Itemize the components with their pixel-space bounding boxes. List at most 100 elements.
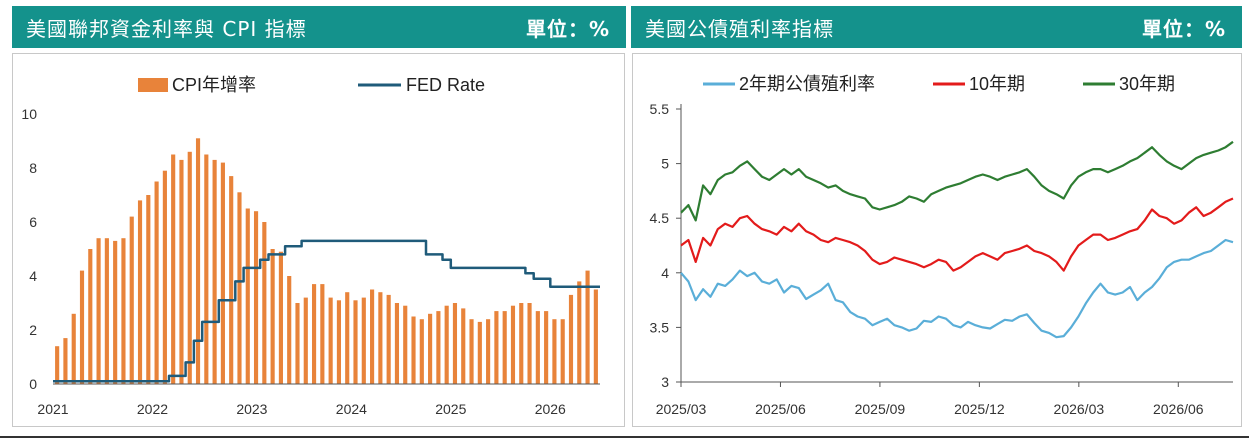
cpi-bar	[502, 311, 507, 384]
cpi-bar	[370, 289, 375, 384]
cpi-bar	[253, 211, 259, 384]
cpi-bar	[237, 192, 242, 384]
cpi-bar	[88, 249, 93, 384]
bottom-rule	[0, 436, 1249, 438]
x-tick-label: 2025/03	[656, 401, 707, 417]
cpi-bar	[428, 313, 433, 384]
cpi-bar	[212, 159, 217, 384]
cpi-bar	[154, 181, 159, 384]
x-tick-label: 2024	[336, 401, 367, 417]
y-tick-label: 3.5	[650, 319, 670, 335]
cpi-bar	[469, 319, 474, 384]
cpi-bar	[577, 281, 582, 384]
left-panel-header: 美國聯邦資金利率與 CPI 指標 單位：%	[12, 6, 626, 48]
series-line-2y	[680, 238, 1234, 339]
cpi-bar	[287, 276, 292, 384]
cpi-bar	[204, 154, 209, 384]
x-tick-label: 2026/03	[1054, 401, 1105, 417]
y-tick-label: 2	[29, 322, 37, 338]
cpi-bar	[129, 216, 134, 384]
cpi-bar	[419, 319, 424, 384]
cpi-bar	[162, 170, 167, 384]
cpi-bar	[486, 319, 491, 384]
series-line-10y	[680, 197, 1234, 272]
x-tick-label: 2025	[435, 401, 466, 417]
right-panel-title: 美國公債殖利率指標	[645, 16, 834, 41]
cpi-bar	[477, 321, 482, 384]
cpi-bar	[386, 294, 391, 384]
y-tick-label: 5.5	[650, 101, 670, 117]
cpi-bar	[104, 238, 109, 384]
cpi-bar	[303, 297, 308, 384]
legend-fed-label: FED Rate	[406, 75, 485, 95]
cpi-bar	[187, 151, 192, 384]
y-tick-label: 3	[661, 374, 669, 390]
cpi-bar	[403, 305, 408, 384]
y-tick-label: 5	[661, 156, 669, 172]
cpi-bar	[444, 305, 449, 384]
treasury-yield-chart: 2年期公債殖利率 10年期 30年期 3 3.5 4 4.5 5 5.5 2025/03 2025/…	[650, 73, 1234, 417]
cpi-bar	[552, 319, 557, 384]
y-tick-label: 6	[29, 214, 37, 230]
x-tick-label: 2025/09	[855, 401, 906, 417]
cpi-bar	[179, 159, 184, 384]
cpi-bar	[411, 316, 416, 384]
cpi-bar	[55, 346, 60, 384]
legend-30y-label: 30年期	[1119, 74, 1175, 94]
legend-cpi-swatch	[138, 78, 168, 92]
cpi-bar	[544, 311, 549, 384]
left-panel-title: 美國聯邦資金利率與 CPI 指標	[26, 16, 307, 41]
y-tick-label: 4.5	[650, 210, 670, 226]
left-panel-unit: 單位：%	[525, 16, 610, 41]
cpi-bar	[137, 200, 143, 384]
cpi-bar	[63, 338, 68, 384]
x-tick-label: 2022	[137, 401, 168, 417]
x-tick-label: 2025/06	[755, 401, 806, 417]
right-panel-header: 美國公債殖利率指標 單位：%	[631, 6, 1242, 48]
cpi-bar	[461, 308, 466, 384]
cpi-bar	[262, 222, 267, 384]
cpi-bar	[245, 208, 250, 384]
cpi-bar	[394, 303, 400, 384]
treasury-yield-chart-panel: 2年期公債殖利率 10年期 30年期 3 3.5 4 4.5 5 5.5 2025/03 2025/…	[632, 53, 1242, 427]
legend-2y-label: 2年期公債殖利率	[739, 73, 875, 94]
cpi-bar	[220, 162, 225, 384]
cpi-bar	[79, 270, 85, 384]
cpi-bar	[121, 238, 126, 384]
cpi-bar	[494, 311, 499, 384]
cpi-bar	[96, 238, 101, 384]
cpi-bar	[171, 154, 176, 384]
x-tick-label: 2023	[236, 401, 267, 417]
cpi-bar	[510, 305, 516, 384]
cpi-bar	[527, 303, 532, 384]
cpi-fed-chart-panel: CPI年增率 FED Rate 0 2 4 6 8 10 2021 2022 2023 2024 202…	[12, 53, 625, 427]
x-tick-label: 2025/12	[954, 401, 1005, 417]
cpi-bar	[568, 294, 574, 384]
legend-10y-label: 10年期	[969, 74, 1025, 94]
cpi-bar	[278, 251, 283, 384]
cpi-bar	[436, 311, 441, 384]
cpi-bar	[328, 297, 333, 384]
y-tick-label: 8	[29, 160, 37, 176]
cpi-bar	[593, 289, 598, 384]
cpi-bar	[353, 300, 358, 384]
cpi-bar	[195, 138, 201, 384]
cpi-bar	[345, 292, 350, 384]
series-line-30y	[680, 140, 1234, 222]
cpi-bar	[270, 249, 275, 384]
fed-rate-line	[53, 239, 600, 383]
cpi-bar	[519, 303, 524, 384]
cpi-bar	[295, 303, 300, 384]
legend-cpi-label: CPI年增率	[172, 75, 256, 95]
x-tick-label: 2021	[37, 401, 68, 417]
cpi-bar	[560, 319, 565, 384]
cpi-bar	[71, 313, 76, 384]
cpi-fed-chart: CPI年增率 FED Rate 0 2 4 6 8 10 2021 2022 2023 2024 202…	[21, 75, 600, 417]
cpi-bar	[361, 297, 366, 384]
cpi-bar	[320, 284, 325, 384]
y-tick-label: 10	[21, 106, 37, 122]
cpi-bar	[336, 300, 342, 384]
right-panel-unit: 單位：%	[1141, 16, 1226, 41]
cpi-bar	[113, 240, 118, 384]
y-tick-label: 4	[661, 265, 669, 281]
